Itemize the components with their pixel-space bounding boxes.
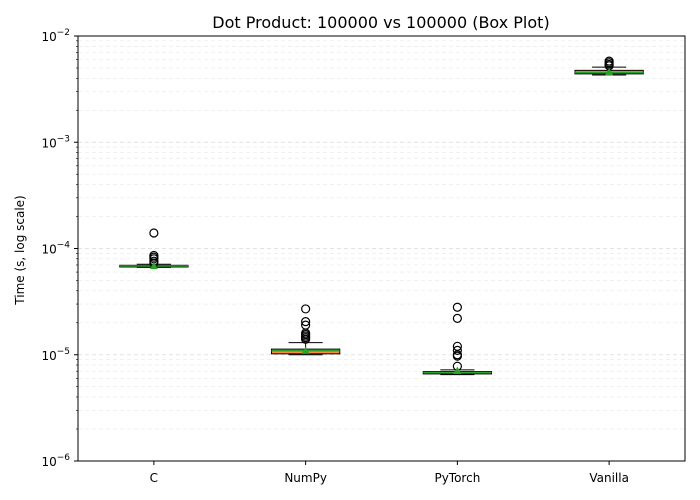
box-numpy bbox=[270, 304, 341, 356]
x-tick-label: C bbox=[150, 471, 158, 485]
box-pytorch bbox=[422, 302, 493, 376]
plot-area-frame bbox=[77, 35, 686, 462]
x-tick-label: PyTorch bbox=[434, 471, 480, 485]
mean-marker bbox=[605, 67, 614, 76]
outlier-point bbox=[149, 228, 159, 238]
y-axis-label: Time (s, log scale) bbox=[13, 195, 27, 305]
chart-title: Dot Product: 100000 vs 100000 (Box Plot) bbox=[212, 13, 549, 32]
x-tick-label: Vanilla bbox=[589, 471, 629, 485]
mean-marker bbox=[453, 366, 462, 375]
mean-marker bbox=[301, 346, 310, 354]
outlier-point bbox=[301, 304, 311, 314]
x-tick-label: NumPy bbox=[284, 471, 327, 485]
outlier-point bbox=[301, 317, 311, 327]
outlier-point bbox=[301, 334, 311, 344]
y-tick-label: 10−6 bbox=[41, 453, 70, 469]
grid-lines bbox=[78, 35, 685, 462]
box-vanilla bbox=[574, 56, 644, 76]
y-tick-label: 10−4 bbox=[41, 241, 70, 257]
outlier-point bbox=[452, 345, 462, 355]
outlier-point bbox=[452, 351, 462, 361]
boxes-layer bbox=[119, 56, 644, 376]
outlier-point bbox=[452, 302, 462, 312]
y-tick-label: 10−5 bbox=[41, 347, 70, 363]
outlier-point bbox=[452, 313, 462, 323]
mean-marker bbox=[149, 261, 158, 270]
y-tick-label: 10−2 bbox=[41, 28, 70, 44]
box-c bbox=[119, 228, 189, 270]
y-tick-label: 10−3 bbox=[41, 134, 70, 150]
